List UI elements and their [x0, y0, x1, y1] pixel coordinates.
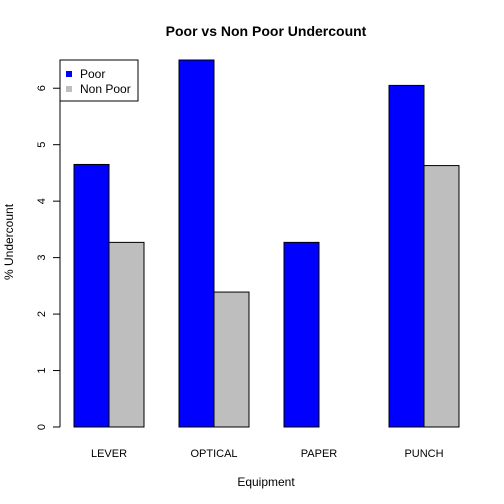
y-axis-label: % Undercount [2, 203, 16, 280]
bar-poor-optical [178, 59, 215, 428]
legend-swatch [66, 86, 72, 92]
bar-non-poor-lever [108, 241, 145, 428]
y-axis: 0 1 2 3 4 5 6 [36, 85, 61, 430]
bar-poor-punch [388, 84, 425, 428]
x-tick-label: PAPER [301, 448, 338, 460]
chart-title: Poor vs Non Poor Undercount [166, 23, 367, 39]
y-tick-label: 3 [36, 255, 48, 261]
bar-non-poor-punch [423, 165, 460, 428]
bar-poor-lever [73, 163, 110, 428]
legend-label: Poor [80, 67, 105, 81]
y-tick-label: 1 [36, 367, 48, 373]
x-tick-label: PUNCH [404, 448, 443, 460]
legend-label: Non Poor [80, 82, 131, 96]
y-tick-label: 2 [36, 311, 48, 317]
x-tick-labels: LEVER OPTICAL PAPER PUNCH [91, 448, 444, 460]
bars [73, 59, 460, 428]
x-tick-label: LEVER [91, 448, 127, 460]
x-axis-label: Equipment [237, 475, 295, 489]
bar-non-poor-optical [213, 291, 250, 428]
y-tick-label: 4 [36, 198, 48, 204]
legend-box [59, 59, 139, 102]
y-tick-label: 6 [36, 85, 48, 91]
legend-swatch [66, 71, 72, 77]
bar-poor-paper [283, 241, 320, 428]
x-tick-label: OPTICAL [190, 448, 237, 460]
y-tick-label: 0 [36, 424, 48, 430]
y-tick-label: 5 [36, 142, 48, 148]
